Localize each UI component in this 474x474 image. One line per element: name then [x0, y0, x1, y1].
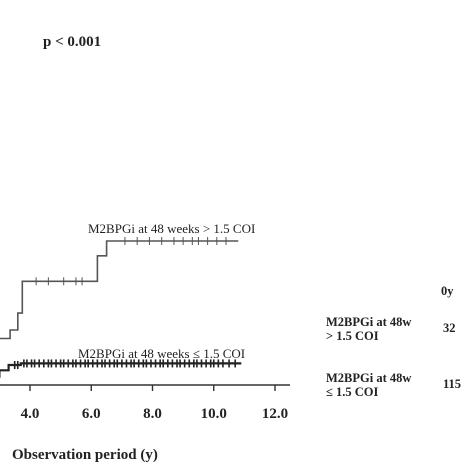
x-tick-label: 6.0: [82, 406, 101, 422]
x-axis-ticks: 4.0 6.0 8.0 10.0 12.0: [21, 385, 288, 422]
x-tick-label: 4.0: [21, 406, 40, 422]
risk-row-label-low: M2BPGi at 48w ≤ 1.5 COI: [326, 371, 412, 399]
series-layer: [0, 237, 242, 378]
risk-row-label-high: M2BPGi at 48w > 1.5 COI: [326, 315, 412, 343]
series-label-high: M2BPGi at 48 weeks > 1.5 COI: [88, 221, 255, 236]
x-axis-label: Observation period (y): [12, 447, 158, 463]
risk-row-value-low: 115: [443, 377, 462, 391]
x-tick-label: 10.0: [201, 406, 227, 422]
series-label-low: M2BPGi at 48 weeks ≤ 1.5 COI: [78, 346, 245, 361]
series-line-1: [0, 362, 242, 378]
series-line-0: [0, 240, 239, 340]
x-tick-label: 12.0: [262, 406, 288, 422]
x-tick-label: 8.0: [143, 406, 162, 422]
p-value: p < 0.001: [43, 34, 101, 50]
risk-table-header: 0y: [441, 284, 454, 298]
risk-row-value-high: 32: [443, 321, 456, 335]
